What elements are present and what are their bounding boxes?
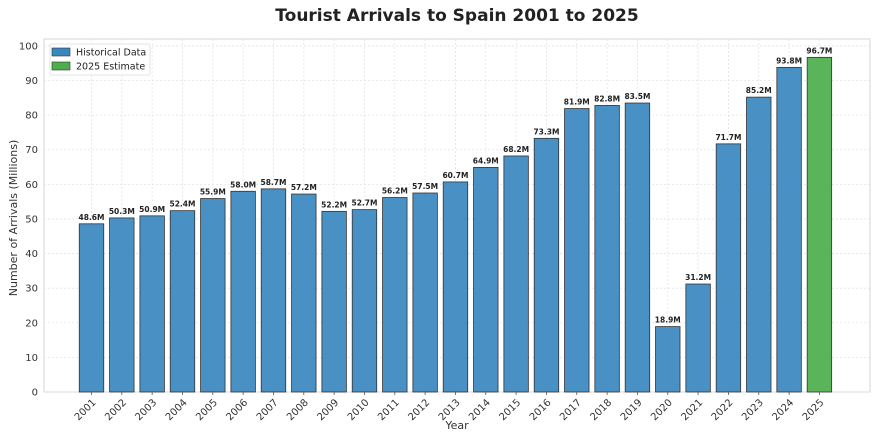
bar-2022 xyxy=(715,143,742,393)
bar-2015 xyxy=(503,155,529,393)
bar-2014 xyxy=(473,166,499,393)
y-tick-label: 30 xyxy=(25,284,38,295)
data-label-2006: 58.0M xyxy=(230,180,256,189)
data-label-2018: 82.8M xyxy=(594,94,620,103)
y-tick-label: 80 xyxy=(25,111,38,122)
data-label-2025: 96.7M xyxy=(806,46,832,55)
x-tick-label-2003: 2003 xyxy=(134,397,160,423)
x-axis-label: Year xyxy=(444,419,469,432)
data-label-2015: 68.2M xyxy=(503,145,529,154)
bar-2025 xyxy=(806,56,833,393)
y-tick-label: 0 xyxy=(32,388,38,399)
bar-2023 xyxy=(746,96,772,393)
data-label-2019: 83.5M xyxy=(624,92,650,101)
x-tick-label-2001: 2001 xyxy=(73,397,99,423)
bar-2002 xyxy=(109,217,135,393)
bar-2008 xyxy=(291,193,317,393)
data-label-2002: 50.3M xyxy=(109,207,135,216)
bar-2005 xyxy=(200,198,226,393)
y-tick-label: 20 xyxy=(25,318,38,329)
y-tick-label: 90 xyxy=(25,76,38,87)
x-tick-label-2011: 2011 xyxy=(376,397,402,423)
x-tick-label-2008: 2008 xyxy=(285,397,311,423)
data-label-2008: 57.2M xyxy=(291,183,317,192)
bar-2021 xyxy=(685,283,711,393)
x-tick-label-2009: 2009 xyxy=(315,397,341,423)
x-tick-label-2024: 2024 xyxy=(770,397,796,423)
bar-2009 xyxy=(321,210,347,393)
chart-title: Tourist Arrivals to Spain 2001 to 2025 xyxy=(275,6,638,26)
bar-2020 xyxy=(655,326,681,393)
bar-2013 xyxy=(442,181,469,393)
x-tick-label-2014: 2014 xyxy=(467,397,493,423)
bar-2019 xyxy=(624,102,651,393)
data-label-2011: 56.2M xyxy=(382,187,408,196)
data-label-2013: 60.7M xyxy=(442,171,468,180)
y-tick-label: 50 xyxy=(25,214,38,225)
x-tick-label-2025: 2025 xyxy=(801,397,827,423)
x-tick-label-2016: 2016 xyxy=(528,397,554,423)
data-label-2007: 58.7M xyxy=(260,178,286,187)
legend-box xyxy=(49,43,151,76)
bar-2010 xyxy=(351,209,378,393)
y-tick-label: 60 xyxy=(25,180,38,191)
x-tick-label-2004: 2004 xyxy=(164,397,190,423)
data-label-2024: 93.8M xyxy=(776,56,802,65)
data-label-2020: 18.9M xyxy=(655,316,681,325)
legend-swatch xyxy=(51,47,71,57)
x-tick-label-2020: 2020 xyxy=(649,397,675,423)
x-tick-label-2006: 2006 xyxy=(224,397,250,423)
data-label-2001: 48.6M xyxy=(79,213,105,222)
bar-2007 xyxy=(260,188,287,393)
x-tick-label-2021: 2021 xyxy=(679,397,705,423)
legend-label: 2025 Estimate xyxy=(76,62,145,73)
bar-2016 xyxy=(533,137,560,393)
y-tick-label: 10 xyxy=(25,353,38,364)
data-label-2010: 52.7M xyxy=(351,199,377,208)
data-label-2012: 57.5M xyxy=(412,182,438,191)
data-label-2017: 81.9M xyxy=(564,98,590,107)
bar-2017 xyxy=(564,108,590,393)
bar-2006 xyxy=(230,190,256,393)
y-tick-label: 100 xyxy=(19,41,38,52)
x-tick-label-2019: 2019 xyxy=(619,397,645,423)
x-tick-label-2007: 2007 xyxy=(255,397,281,423)
data-label-2022: 71.7M xyxy=(715,133,741,142)
bar-2011 xyxy=(382,197,408,393)
x-tick-label-2002: 2002 xyxy=(103,397,129,423)
x-tick-label-2010: 2010 xyxy=(346,397,372,423)
y-axis-label: Number of Arrivals (Millions) xyxy=(7,140,20,296)
legend-label: Historical Data xyxy=(76,48,146,59)
legend: Historical Data 2025 Estimate xyxy=(49,43,151,76)
x-tick-label-2023: 2023 xyxy=(740,397,766,423)
x-tick-label-2015: 2015 xyxy=(497,397,523,423)
bar-2003 xyxy=(139,215,165,393)
data-label-2023: 85.2M xyxy=(746,86,772,95)
data-label-2016: 73.3M xyxy=(533,127,559,136)
x-tick-label-2005: 2005 xyxy=(194,397,220,423)
data-label-2004: 52.4M xyxy=(170,200,196,209)
x-tick-label-2022: 2022 xyxy=(710,397,736,423)
data-label-2014: 64.9M xyxy=(473,156,499,165)
y-tick-label: 40 xyxy=(25,249,38,260)
bar-2018 xyxy=(594,105,620,393)
bar-2012 xyxy=(412,192,438,393)
data-label-2005: 55.9M xyxy=(200,188,226,197)
x-tick-label-2012: 2012 xyxy=(406,397,432,423)
x-tick-label-2018: 2018 xyxy=(588,397,614,423)
data-label-2021: 31.2M xyxy=(685,273,711,282)
bar-2024 xyxy=(776,66,802,393)
data-label-layer: 48.6M 50.3M 50.9M 52.4M 55.9M 58.0M 58.7M 57.2M… xyxy=(79,46,833,324)
legend-swatch xyxy=(51,61,71,71)
bar-2001 xyxy=(78,223,105,393)
y-tick-label: 70 xyxy=(25,145,38,156)
bar-2004 xyxy=(169,210,196,393)
data-label-2009: 52.2M xyxy=(321,200,347,209)
x-tick-label-2017: 2017 xyxy=(558,397,584,423)
data-label-2003: 50.9M xyxy=(139,205,165,214)
